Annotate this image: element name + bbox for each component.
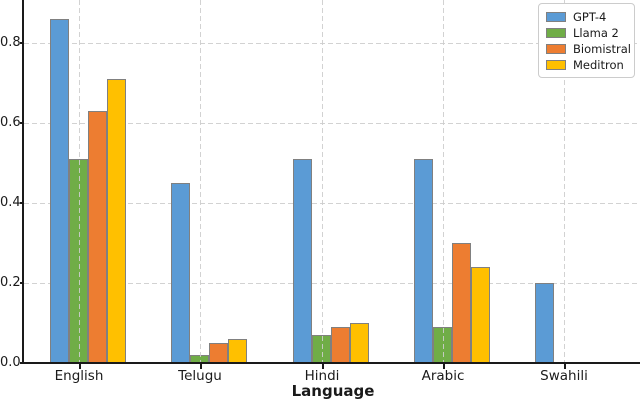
- y-tick-label-0.4: 0.4: [0, 195, 21, 210]
- x-tick-english: [79, 364, 81, 369]
- legend-item-llama-2: Llama 2: [546, 25, 627, 40]
- gridline-v-english: [79, 0, 80, 362]
- bar-hindi-biomistral: [331, 327, 350, 363]
- y-tick-label-0.2: 0.2: [0, 275, 21, 290]
- x-axis-title: Language: [291, 382, 375, 400]
- y-tick-label-0.0: 0.0: [0, 355, 21, 370]
- gridline-v-telugu: [200, 0, 201, 362]
- bar-telugu-biomistral: [209, 343, 228, 363]
- x-tick-hindi: [322, 364, 324, 369]
- y-tick-label-0.6: 0.6: [0, 115, 21, 130]
- gridline-v-arabic: [443, 0, 444, 362]
- bar-english-biomistral: [88, 111, 107, 363]
- y-tick-label-0.8: 0.8: [0, 35, 21, 50]
- legend-label-meditron: Meditron: [573, 57, 624, 72]
- legend-swatch-meditron: [546, 59, 566, 70]
- bar-hindi-gpt-4: [293, 159, 312, 363]
- legend-item-gpt4: GPT-4: [546, 9, 627, 24]
- gridline-h-0.6: [24, 122, 640, 124]
- x-axis-spine: [22, 362, 640, 364]
- bar-english-meditron: [107, 79, 126, 363]
- bar-telugu-gpt-4: [171, 183, 190, 363]
- legend-swatch-gpt4: [546, 11, 566, 22]
- bar-arabic-meditron: [471, 267, 490, 363]
- gridline-v-hindi: [322, 0, 323, 362]
- x-tick-label-arabic: Arabic: [421, 368, 465, 384]
- bar-english-gpt-4: [50, 19, 69, 363]
- y-axis-spine: [22, 0, 24, 363]
- gridline-h-0.2: [24, 282, 640, 284]
- bar-arabic-biomistral: [452, 243, 471, 363]
- legend-item-biomistral: Biomistral: [546, 41, 631, 56]
- legend-swatch-llama-2: [546, 27, 566, 38]
- legend-swatch-biomistral: [546, 43, 566, 54]
- x-tick-telugu: [200, 364, 202, 369]
- legend: GPT-4 Llama 2 Biomistral Meditron: [538, 3, 635, 78]
- x-tick-arabic: [443, 364, 445, 369]
- x-tick-label-hindi: Hindi: [304, 368, 340, 384]
- bar-arabic-gpt-4: [414, 159, 433, 363]
- gridline-v-swahili: [564, 0, 565, 362]
- legend-label-biomistral: Biomistral: [573, 41, 631, 56]
- bar-swahili-gpt-4: [535, 283, 554, 363]
- legend-item-meditron: Meditron: [546, 57, 627, 72]
- x-tick-label-english: English: [54, 368, 104, 384]
- legend-label-llama-2: Llama 2: [573, 25, 619, 40]
- gridline-h-0.4: [24, 202, 640, 204]
- bar-telugu-meditron: [228, 339, 247, 363]
- x-tick-label-telugu: Telugu: [178, 368, 222, 384]
- x-tick-label-swahili: Swahili: [540, 368, 588, 384]
- x-tick-swahili: [564, 364, 566, 369]
- legend-label-gpt4: GPT-4: [573, 9, 607, 24]
- bar-hindi-meditron: [350, 323, 369, 363]
- gridline-h-0.8: [24, 42, 640, 44]
